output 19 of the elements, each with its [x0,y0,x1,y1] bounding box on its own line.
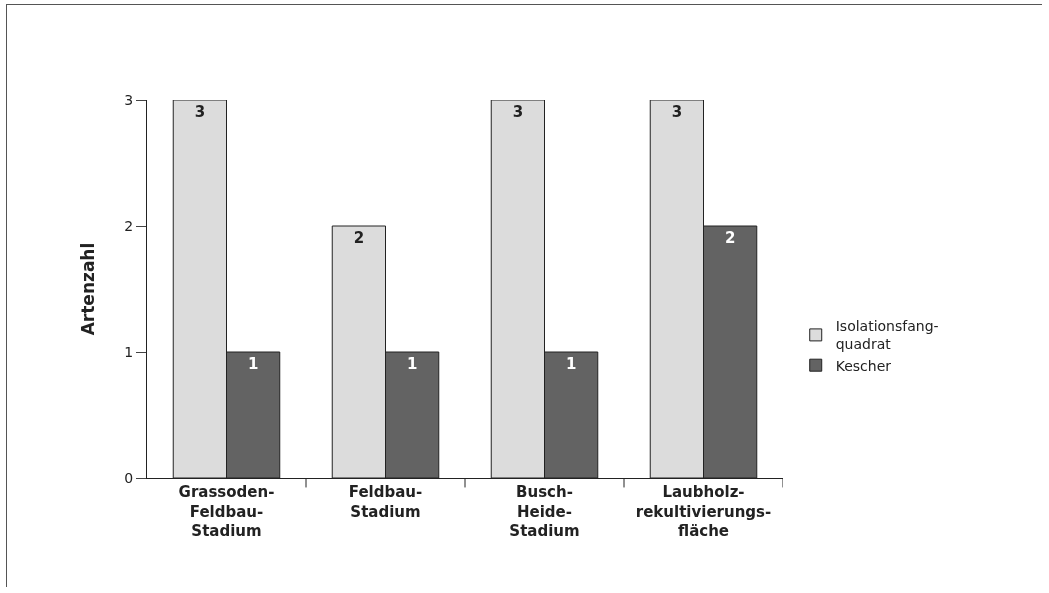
data-label: 3 [512,103,524,121]
y-axis-title: Artenzahl [77,242,98,336]
data-label: 2 [353,229,365,247]
data-label: 3 [671,103,683,121]
y-tick-label: 1 [124,343,134,360]
y-tick-label: 2 [124,217,134,234]
data-label: 1 [406,355,418,373]
legend-label: Isolationsfang- quadrat [835,318,939,353]
legend-label: Kescher [835,357,892,374]
x-tick-label: Feldbau- Stadium [348,483,423,521]
y-tick-label: 0 [124,469,134,486]
data-label: 1 [247,355,259,373]
x-tick-label: Grassoden- Feldbau- Stadium [178,483,275,540]
data-label: 2 [724,229,736,247]
x-tick-label: Laubholz- rekultivierungs- fläche [635,483,772,540]
data-label: 1 [565,355,577,373]
y-tick-label: 3 [124,91,134,108]
x-tick-label: Busch- Heide- Stadium [509,483,580,540]
data-label: 3 [194,103,206,121]
